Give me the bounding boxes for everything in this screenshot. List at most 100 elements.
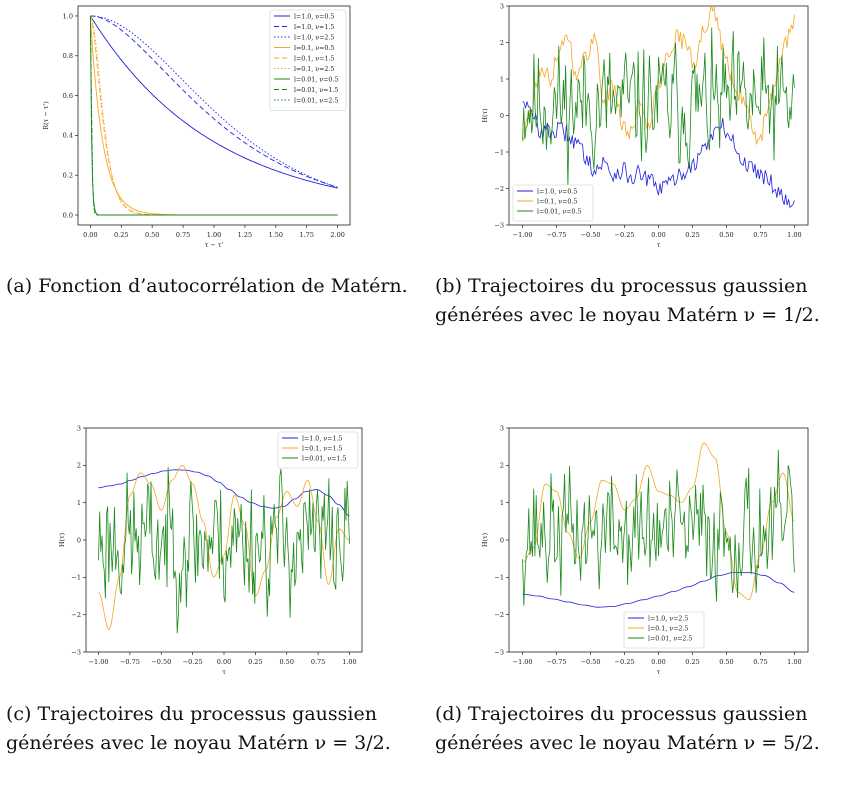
chart-trajectories-nu-1-5: −1.00 −0.75 −0.50 −0.25 0.00 0.25 0.50 0.75 1.00… xyxy=(58,424,363,676)
legend-entry: l=0.1, ν=2.5 xyxy=(648,625,688,632)
x-axis-label: τ xyxy=(222,668,226,676)
y-tick-label: 0.4 xyxy=(63,132,73,140)
series-line xyxy=(522,572,795,608)
y-tick-label: −2 xyxy=(494,611,504,619)
x-axis-label: τ − τ' xyxy=(205,241,224,249)
legend-entry: l=0.1, ν=0.5 xyxy=(537,198,577,205)
legend-entry: l=0.1, ν=1.5 xyxy=(302,445,342,452)
y-tick-label: 2 xyxy=(77,462,81,470)
y-tick-label: −1 xyxy=(71,574,81,582)
y-tick-label: −3 xyxy=(71,648,81,656)
series-line xyxy=(98,466,350,634)
x-axis-label: τ xyxy=(657,668,661,676)
y-tick-label: −3 xyxy=(494,221,504,229)
x-tick-label: 1.75 xyxy=(299,231,313,239)
y-tick-label: 2 xyxy=(500,462,504,470)
x-tick-label: −0.50 xyxy=(581,231,601,239)
series-line xyxy=(522,449,795,606)
x-tick-label: 0.75 xyxy=(311,658,325,666)
x-tick-label: 0.25 xyxy=(685,658,699,666)
legend-entry: l=0.01, ν=1.5 xyxy=(302,455,346,462)
series-line xyxy=(90,15,338,216)
x-tick-label: 0.00 xyxy=(217,658,231,666)
legend-entry: l=1.0, ν=0.5 xyxy=(537,188,577,195)
y-tick-label: −3 xyxy=(494,648,504,656)
x-tick-label: 0.50 xyxy=(719,231,733,239)
legend-entry: l=0.01, ν=2.5 xyxy=(294,97,338,104)
x-tick-label: 0.25 xyxy=(248,658,262,666)
y-tick-label: 1 xyxy=(77,499,81,507)
x-tick-label: 0.75 xyxy=(753,658,767,666)
y-tick-label: 3 xyxy=(500,2,504,10)
legend: l=1.0, ν=2.5 l=0.1, ν=2.5 l=0.01, ν=2.5 xyxy=(623,611,705,649)
y-tick-label: 0 xyxy=(500,536,504,544)
legend-entry: l=1.0, ν=0.5 xyxy=(294,13,334,20)
legend-entry: l=0.01, ν=0.5 xyxy=(537,208,581,215)
caption-d: (d) Trajectoires du processus gaussien g… xyxy=(435,703,820,754)
series-line xyxy=(90,15,338,188)
x-axis-label: τ xyxy=(657,241,661,249)
series-line xyxy=(522,101,795,209)
caption-b: (b) Trajectoires du processus gaussien g… xyxy=(435,275,820,326)
x-tick-label: 0.50 xyxy=(145,231,159,239)
y-tick-label: 2 xyxy=(500,39,504,47)
legend-entry: l=0.01, ν=0.5 xyxy=(294,76,338,83)
x-tick-label: −0.75 xyxy=(547,231,567,239)
x-tick-label: 0.25 xyxy=(114,231,128,239)
x-tick-label: −1.00 xyxy=(513,231,533,239)
x-tick-label: 0.00 xyxy=(651,658,665,666)
y-axis-label: H(τ) xyxy=(58,532,66,547)
y-tick-label: 0.8 xyxy=(63,52,73,60)
legend-entry: l=0.1, ν=0.5 xyxy=(294,45,334,52)
legend-entry: l=0.1, ν=2.5 xyxy=(294,66,334,73)
legend-entry: l=1.0, ν=2.5 xyxy=(648,615,688,622)
y-tick-label: 1 xyxy=(500,75,504,83)
series-line xyxy=(522,442,795,600)
x-tick-label: 0.50 xyxy=(719,658,733,666)
x-tick-label: 1.50 xyxy=(269,231,283,239)
series-line xyxy=(89,15,338,216)
x-tick-label: 1.00 xyxy=(207,231,221,239)
chart-trajectories-nu-0-5: −1.00 −0.75 −0.50 −0.25 0.00 0.25 0.50 0.75 1.00… xyxy=(481,2,809,249)
caption-a: (a) Fonction d’autocorrélation de Matérn… xyxy=(6,275,408,297)
x-tick-label: 0.75 xyxy=(753,231,767,239)
y-axis-label: H(τ) xyxy=(481,108,489,123)
x-tick-label: −1.00 xyxy=(89,658,109,666)
y-tick-label: 3 xyxy=(77,424,81,432)
legend-entry: l=0.01, ν=1.5 xyxy=(294,87,338,94)
y-tick-label: 0.0 xyxy=(63,211,73,219)
y-tick-label: 0.6 xyxy=(63,92,73,100)
x-tick-label: 1.25 xyxy=(238,231,252,239)
y-tick-label: −2 xyxy=(494,185,504,193)
x-tick-label: −0.50 xyxy=(581,658,601,666)
legend-entry: l=1.0, ν=2.5 xyxy=(294,34,334,41)
y-tick-label: −1 xyxy=(494,574,504,582)
x-tick-label: −0.25 xyxy=(615,231,635,239)
x-tick-label: 1.00 xyxy=(787,658,801,666)
series-line xyxy=(98,469,350,517)
y-tick-label: −1 xyxy=(494,148,504,156)
x-tick-label: 0.50 xyxy=(279,658,293,666)
x-tick-label: 2.00 xyxy=(330,231,344,239)
legend-entry: l=0.1, ν=1.5 xyxy=(294,55,334,62)
series-line xyxy=(90,15,338,188)
legend: l=1.0, ν=0.5 l=1.0, ν=1.5 l=1.0, ν=2.5 l=0.… xyxy=(269,9,347,111)
x-tick-label: 0.75 xyxy=(176,231,190,239)
y-tick-label: 0 xyxy=(500,112,504,120)
y-tick-label: 1 xyxy=(500,499,504,507)
y-tick-label: −2 xyxy=(71,611,81,619)
y-tick-label: 1.0 xyxy=(63,12,73,20)
x-tick-label: −0.75 xyxy=(547,658,567,666)
x-tick-label: 1.00 xyxy=(342,658,356,666)
caption-c: (c) Trajectoires du processus gaussien g… xyxy=(6,703,391,754)
y-tick-label: 0.2 xyxy=(63,172,73,180)
y-tick-label: 0 xyxy=(77,536,81,544)
x-tick-label: −0.75 xyxy=(120,658,140,666)
x-tick-label: 0.00 xyxy=(651,231,665,239)
x-tick-label: 0.00 xyxy=(83,231,97,239)
x-tick-label: −1.00 xyxy=(513,658,533,666)
x-tick-label: −0.50 xyxy=(151,658,171,666)
series-line xyxy=(98,464,350,631)
legend: l=1.0, ν=0.5 l=0.1, ν=0.5 l=0.01, ν=0.5 xyxy=(512,184,594,222)
y-tick-label: 3 xyxy=(500,424,504,432)
